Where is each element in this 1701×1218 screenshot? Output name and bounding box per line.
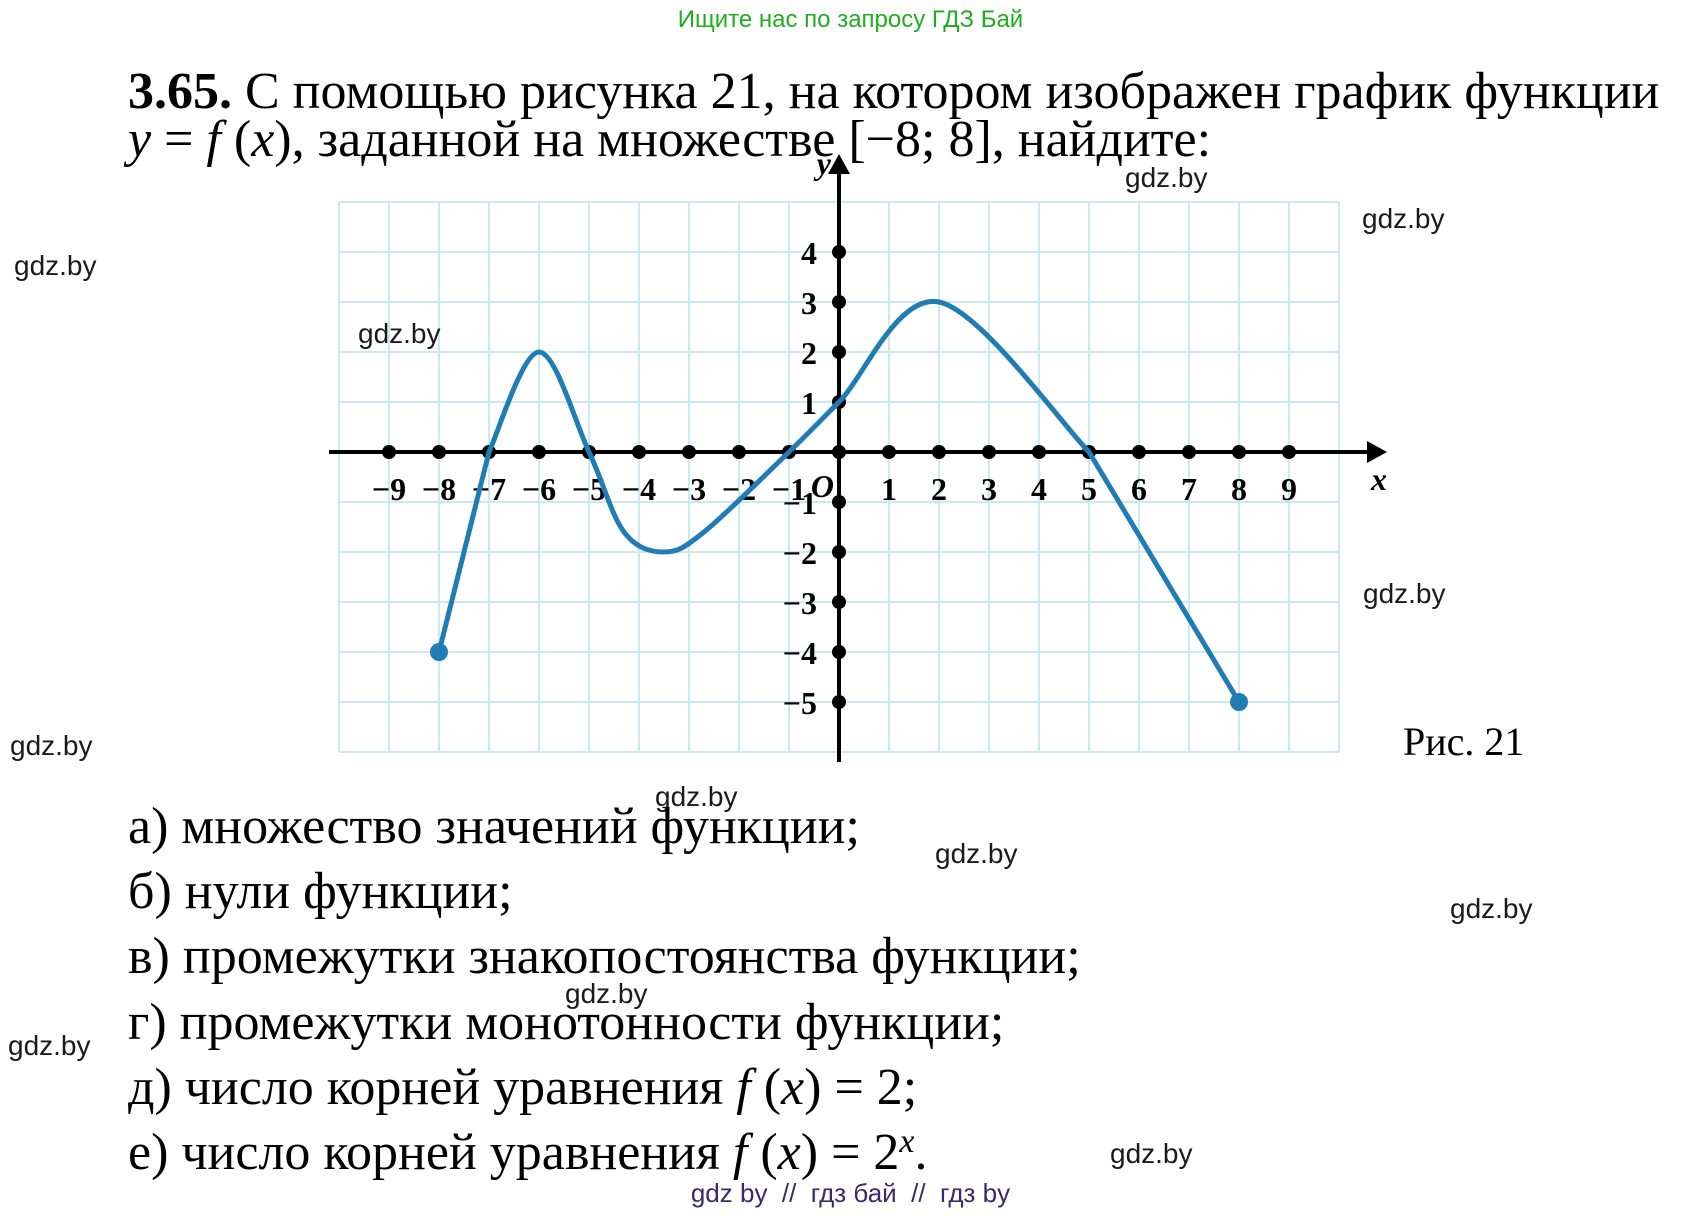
svg-text:9: 9 xyxy=(1281,471,1297,507)
svg-text:2: 2 xyxy=(801,335,817,371)
svg-text:4: 4 xyxy=(1031,471,1047,507)
svg-text:−8: −8 xyxy=(422,471,456,507)
svg-text:5: 5 xyxy=(1081,471,1097,507)
svg-text:2: 2 xyxy=(931,471,947,507)
svg-text:6: 6 xyxy=(1131,471,1147,507)
svg-text:−3: −3 xyxy=(783,585,817,621)
svg-text:−2: −2 xyxy=(783,535,817,571)
svg-text:y: y xyxy=(813,145,832,181)
svg-text:3: 3 xyxy=(801,285,817,321)
svg-text:O: O xyxy=(811,468,834,504)
svg-text:3: 3 xyxy=(981,471,997,507)
svg-text:8: 8 xyxy=(1231,471,1247,507)
svg-text:−4: −4 xyxy=(622,471,656,507)
svg-text:−9: −9 xyxy=(372,471,406,507)
svg-text:x: x xyxy=(1370,461,1387,497)
svg-text:1: 1 xyxy=(881,471,897,507)
svg-text:−5: −5 xyxy=(783,685,817,721)
svg-text:−4: −4 xyxy=(783,635,817,671)
svg-text:−3: −3 xyxy=(672,471,706,507)
svg-text:−6: −6 xyxy=(522,471,556,507)
svg-text:4: 4 xyxy=(801,235,817,271)
svg-text:7: 7 xyxy=(1181,471,1197,507)
svg-text:1: 1 xyxy=(801,385,817,421)
